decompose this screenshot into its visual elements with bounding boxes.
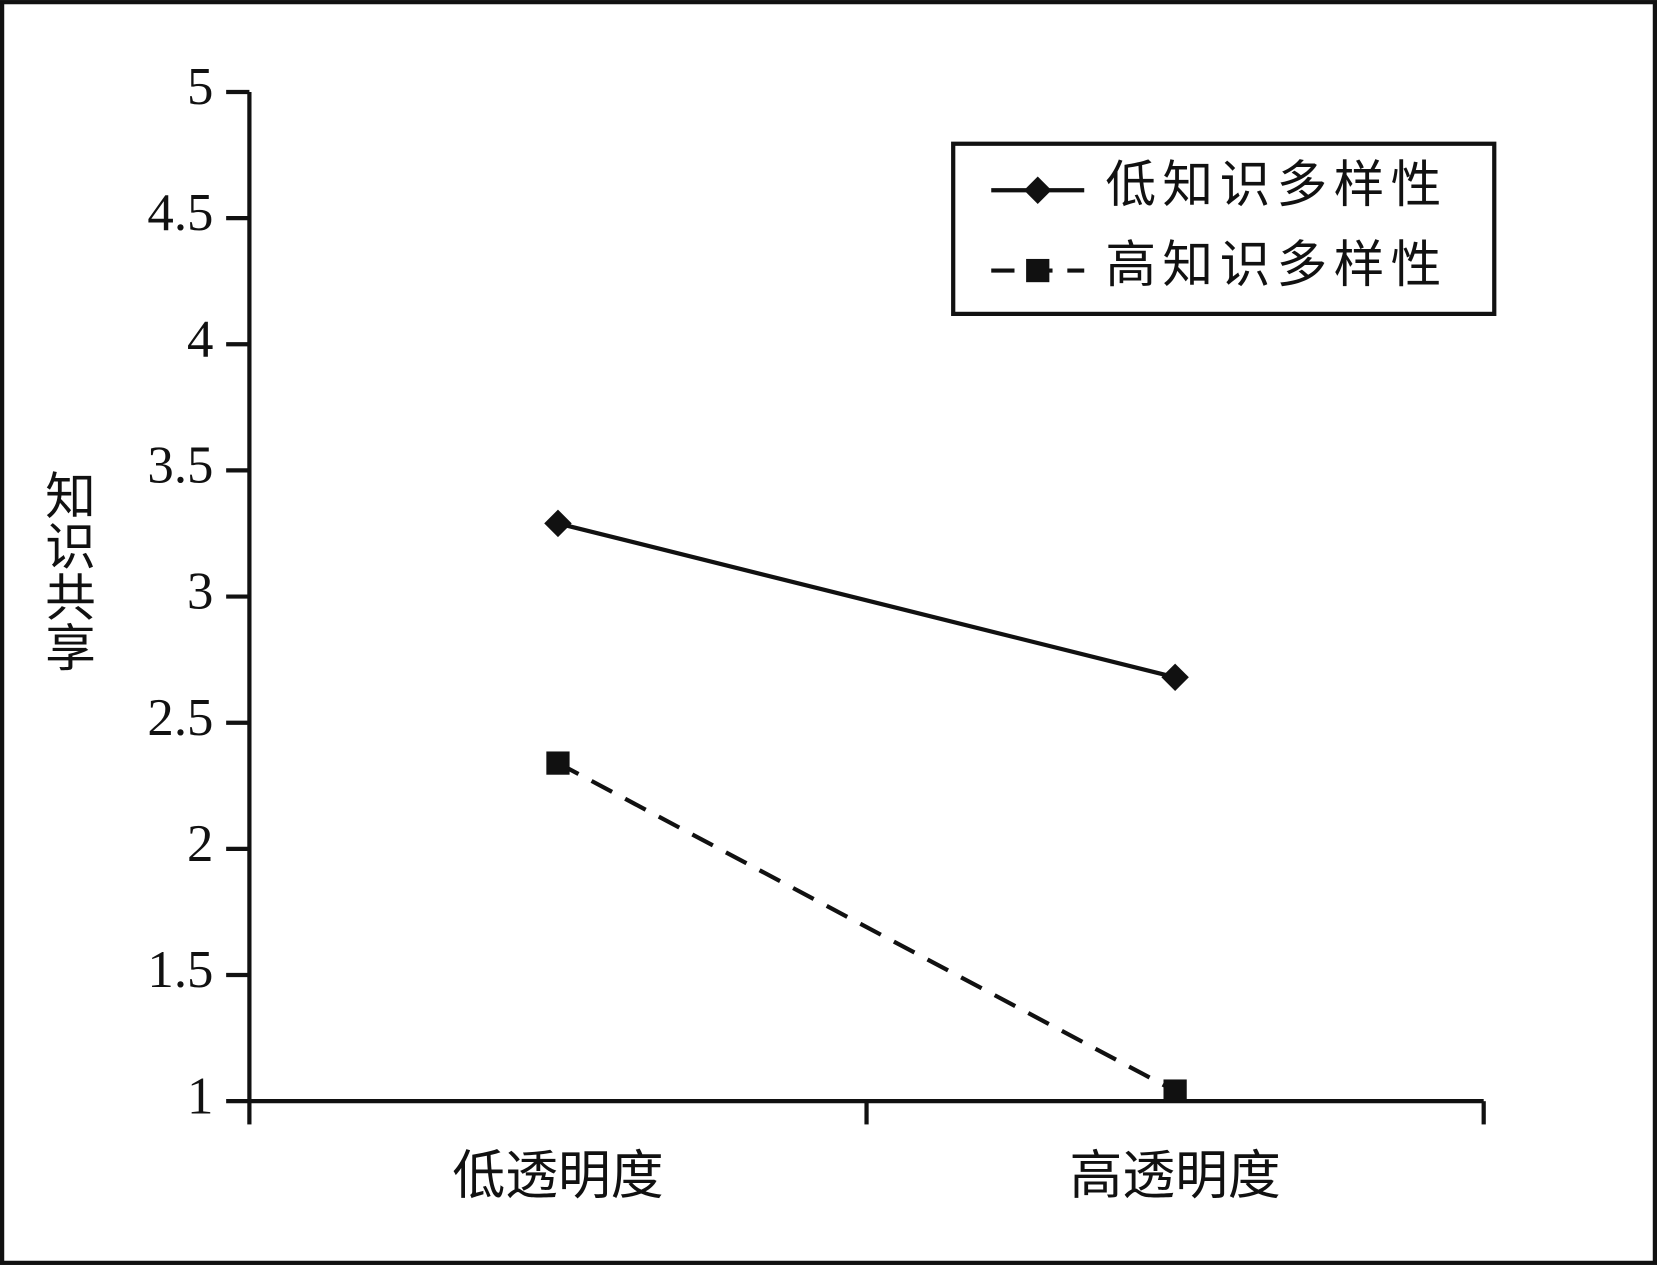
marker — [1161, 663, 1189, 692]
legend-box — [951, 141, 1497, 317]
series-line — [556, 761, 1177, 1093]
y-tick-label: 2.5 — [147, 689, 213, 747]
y-tick-label: 3 — [187, 563, 213, 621]
legend-label: 低知识多样性 — [1105, 157, 1447, 213]
legend-marker — [1026, 258, 1050, 283]
y-tick-label: 1.5 — [147, 941, 213, 999]
y-tick-label: 3.5 — [147, 437, 213, 495]
marker — [544, 509, 572, 538]
y-tick-label: 2 — [187, 815, 213, 873]
y-tick-label: 4.5 — [147, 184, 213, 242]
y-axis-label: 知识共享 — [38, 469, 95, 672]
y-tick-label: 5 — [187, 58, 213, 116]
x-tick-label: 高透明度 — [1069, 1148, 1280, 1206]
marker — [546, 751, 570, 775]
x-tick-label: 低透明度 — [452, 1148, 663, 1206]
y-tick-label: 4 — [187, 310, 213, 368]
marker — [1163, 1079, 1187, 1103]
legend-marker — [1024, 176, 1052, 204]
series-line — [557, 521, 1176, 680]
legend-label: 高知识多样性 — [1105, 237, 1447, 293]
y-tick-label: 1 — [187, 1067, 213, 1125]
